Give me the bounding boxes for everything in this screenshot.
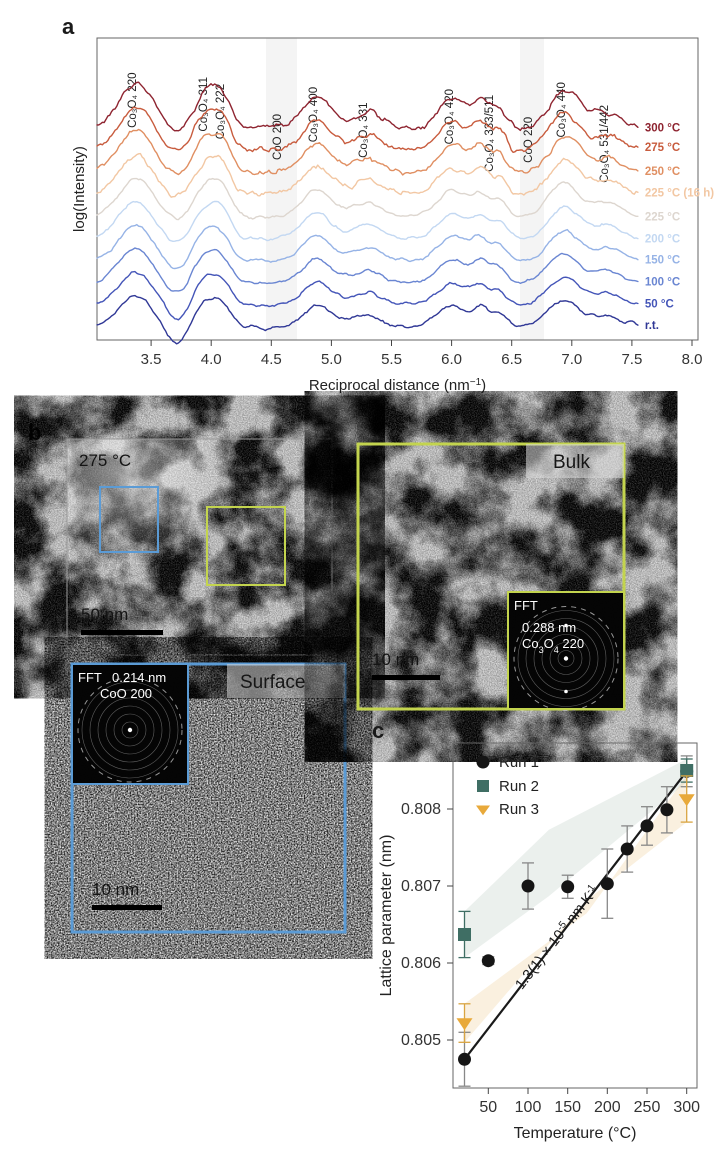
svg-text:50: 50 [479,1099,497,1116]
svg-text:Lattice parameter (nm): Lattice parameter (nm) [378,835,395,997]
svg-text:250: 250 [634,1099,661,1116]
svg-text:Run 3: Run 3 [499,801,539,818]
svg-text:200: 200 [594,1099,621,1116]
svg-text:0.806: 0.806 [401,955,441,972]
svg-text:300: 300 [673,1099,700,1116]
svg-text:100: 100 [515,1099,542,1116]
svg-text:150: 150 [554,1099,581,1116]
svg-text:0.807: 0.807 [401,878,441,895]
svg-text:Run 2: Run 2 [499,778,539,795]
svg-text:0.808: 0.808 [401,801,441,818]
svg-text:Run 1: Run 1 [499,754,539,771]
svg-text:0.805: 0.805 [401,1032,441,1049]
svg-text:Temperature (°C): Temperature (°C) [514,1125,637,1142]
